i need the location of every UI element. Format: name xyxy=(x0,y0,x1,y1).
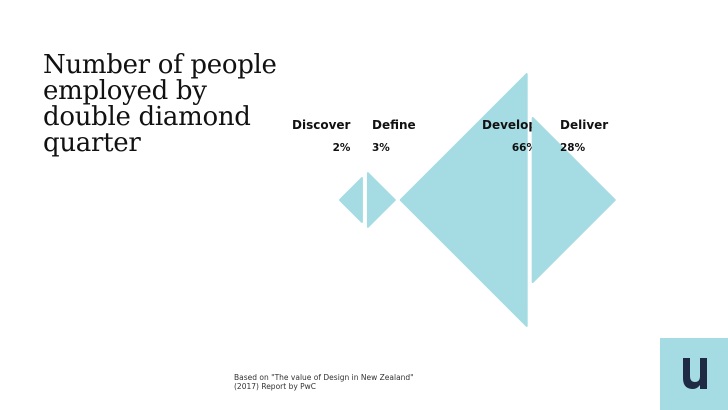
value-label: 28% xyxy=(560,142,586,154)
value-label: 3% xyxy=(372,142,390,154)
slide-title: Number of people employed by double diam… xyxy=(43,50,277,158)
logo-box xyxy=(660,338,728,410)
u-logo-icon xyxy=(683,358,707,389)
category-label: Define xyxy=(372,118,416,132)
u-logo-shape xyxy=(683,358,707,389)
category-label: Discover xyxy=(292,118,351,132)
triangle-develop xyxy=(399,73,528,327)
triangle-deliver xyxy=(531,116,616,284)
value-label: 66% xyxy=(512,142,538,154)
source-note: Based on "The value of Design in New Zea… xyxy=(234,373,414,391)
triangle-discover xyxy=(339,177,363,223)
triangle-define xyxy=(366,172,396,228)
value-label: 2% xyxy=(333,142,351,154)
category-label: Deliver xyxy=(560,118,608,132)
category-label: Develop xyxy=(482,118,537,132)
